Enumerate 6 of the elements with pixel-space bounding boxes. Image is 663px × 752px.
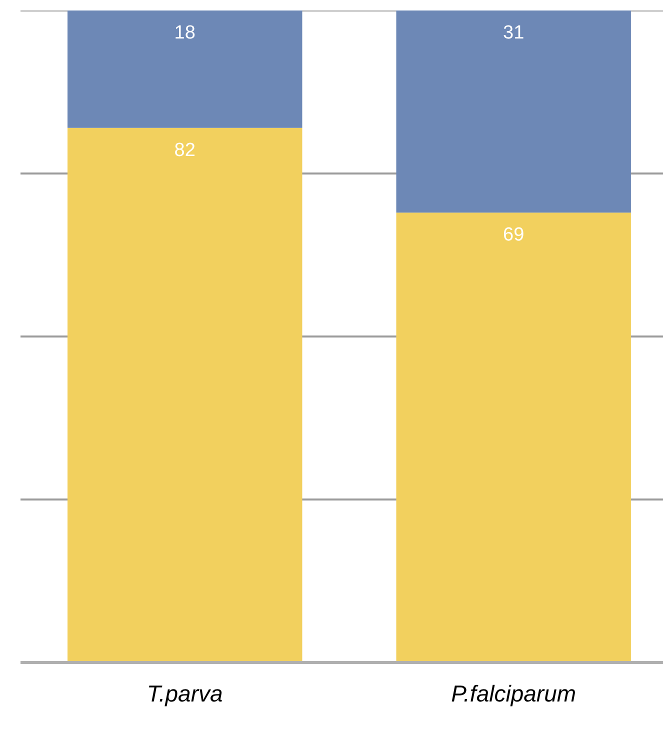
data-label: 31 — [503, 22, 524, 44]
x-tick-label: T.parva — [146, 680, 223, 706]
data-label: 18 — [174, 22, 196, 44]
data-label: 82 — [174, 140, 196, 161]
data-label: 69 — [503, 224, 524, 246]
x-tick-label: P.falciparum — [451, 680, 576, 706]
